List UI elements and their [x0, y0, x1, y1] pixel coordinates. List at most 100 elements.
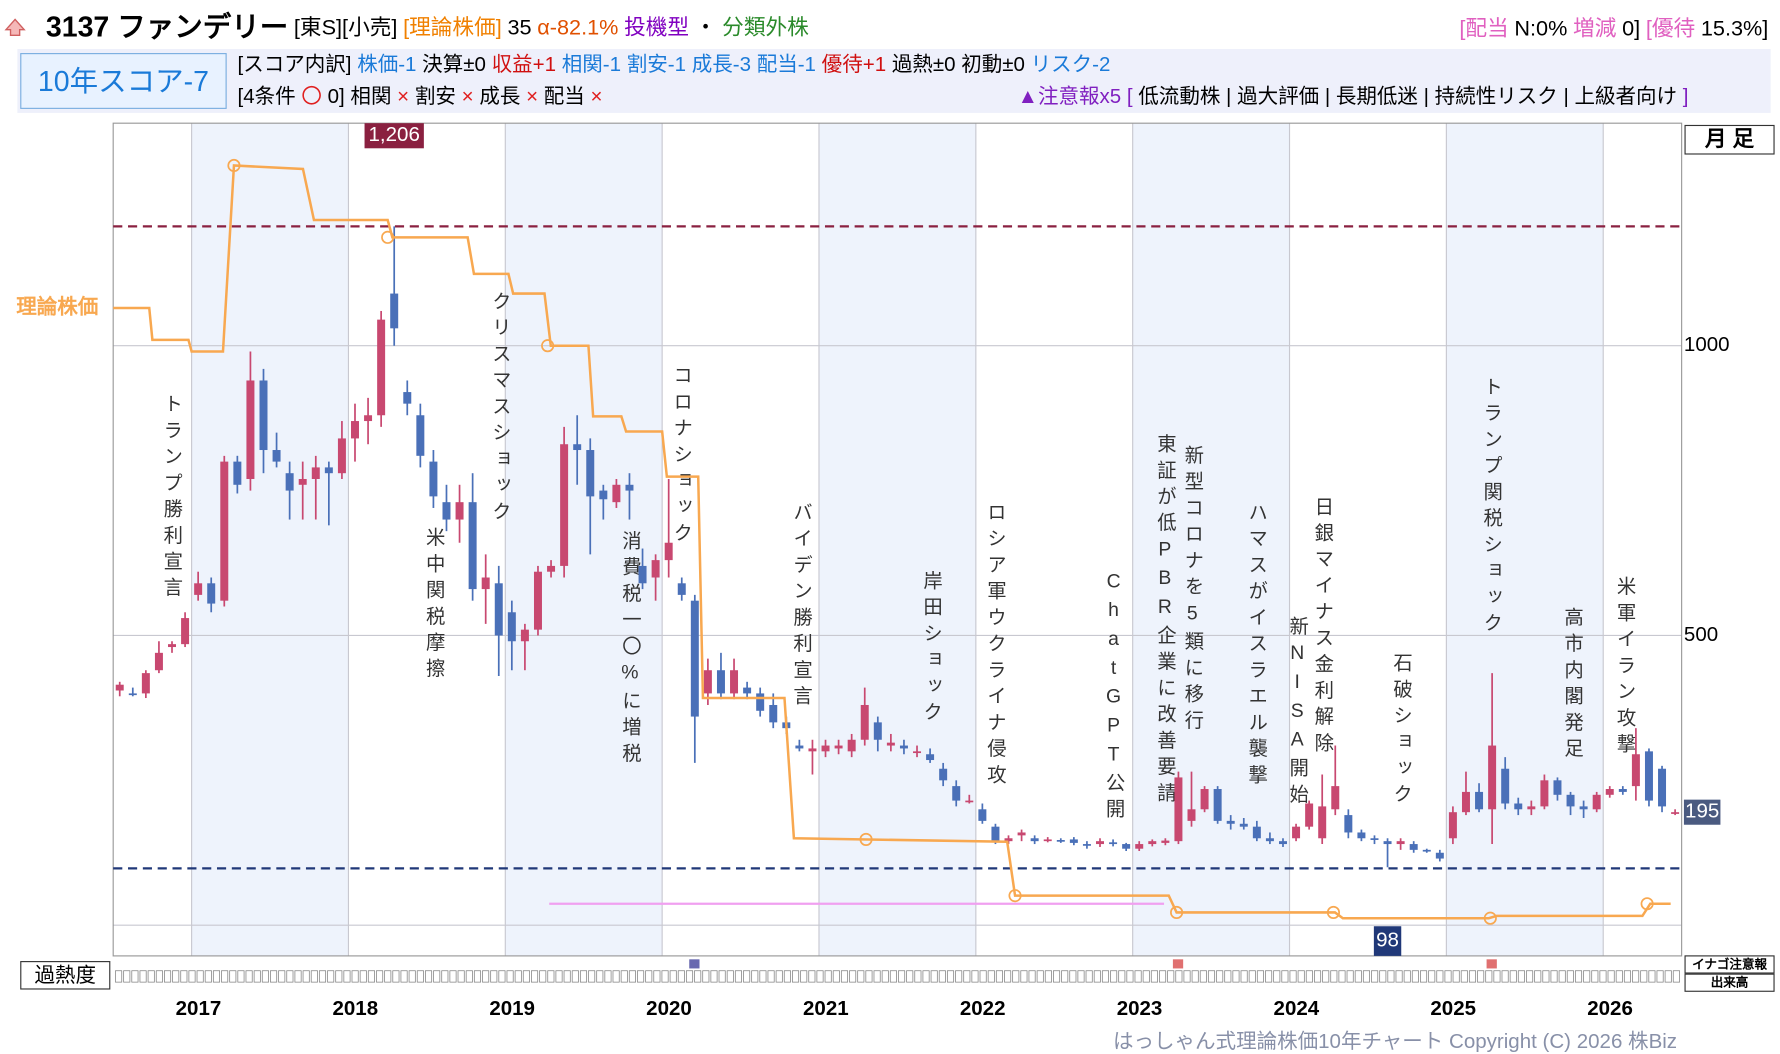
candle-body	[1200, 789, 1209, 810]
candle-body	[612, 484, 621, 503]
heat-cell	[1012, 970, 1020, 983]
heat-cell	[865, 970, 873, 983]
heat-cell	[245, 970, 253, 983]
candle-body	[808, 748, 817, 752]
heat-cell	[1574, 970, 1583, 983]
volume-label: 出来高	[1711, 975, 1749, 990]
candle-body	[194, 583, 203, 595]
candle-body	[1344, 815, 1353, 833]
x-tick-label: 2026	[1587, 997, 1633, 1020]
heat-cell	[1224, 970, 1232, 983]
heat-cell	[808, 970, 816, 983]
candle-body	[1279, 841, 1287, 845]
heat-cell	[873, 970, 881, 983]
event-label: 米軍イラン攻撃	[1614, 576, 1637, 760]
footer: はっしゃん式理論株価10年チャート Copyright (C) 2026 株Bi…	[1113, 1030, 1677, 1053]
heat-cell	[832, 970, 840, 983]
header-item: 配当-1	[757, 54, 816, 77]
heat-cell	[555, 970, 563, 983]
candle-body	[1553, 780, 1562, 795]
heat-cell	[1493, 970, 1501, 983]
candle-body	[1383, 841, 1392, 845]
candle-body	[913, 751, 922, 754]
candle-body	[1435, 852, 1444, 859]
candle-body	[625, 484, 634, 491]
x-tick-label: 2017	[176, 997, 222, 1020]
heat-cell	[482, 970, 490, 983]
heat-cell	[857, 970, 865, 983]
candle-body	[1370, 838, 1379, 840]
header-item: 0]	[1622, 15, 1640, 40]
candle-body	[128, 693, 137, 696]
candle-body	[1475, 791, 1484, 810]
candle-body	[1174, 777, 1183, 842]
x-tick-label: 2020	[646, 997, 692, 1020]
header-row: [4条件〇 0] 相関 × 割安 × 成長 × 配当 ×	[238, 86, 603, 109]
theory-line	[113, 164, 1671, 920]
candle-body	[455, 502, 464, 520]
heat-cell	[612, 970, 620, 983]
candle-body	[573, 444, 582, 451]
heat-cell	[1460, 970, 1468, 983]
candle-body	[1448, 812, 1457, 839]
candle-body	[311, 467, 320, 479]
event-label: ChatGPT公開	[1103, 570, 1126, 824]
heat-cell	[1485, 970, 1493, 983]
heat-cell	[1542, 970, 1550, 983]
heat-cell	[898, 970, 906, 983]
candle-body	[220, 461, 229, 601]
candle-body	[1331, 786, 1340, 810]
heat-cell	[637, 970, 645, 983]
header-item: 過熱±0	[892, 54, 956, 77]
heat-cell	[131, 970, 139, 983]
heat-cell	[473, 970, 482, 983]
candle-body	[690, 600, 699, 717]
heat-cell	[1509, 970, 1517, 983]
header-item: 投機型	[624, 14, 689, 39]
candle-body	[1605, 789, 1614, 795]
candle-body	[324, 467, 333, 474]
heat-cell	[1672, 970, 1680, 983]
candle-body	[403, 392, 412, 404]
heat-cell	[759, 970, 767, 983]
header-row: [配当 N:0% 増減 0] [優待 15.3%]	[1459, 15, 1768, 40]
heat-cell	[1142, 970, 1150, 983]
candle-body	[1265, 838, 1274, 842]
header-item: 初動±0	[961, 54, 1025, 77]
heat-cell	[351, 970, 359, 983]
candle-body	[1030, 838, 1039, 842]
heat-cell	[1036, 970, 1044, 983]
candle-body	[1004, 838, 1013, 842]
heat-cell	[1199, 970, 1207, 983]
heat-cell	[1305, 970, 1313, 983]
heat-cell	[343, 970, 351, 983]
heat-cell	[1599, 970, 1607, 983]
candle-body	[769, 704, 778, 723]
event-label: 日銀マイナス金利解除	[1311, 496, 1334, 758]
heat-cell	[188, 970, 196, 983]
header-item: 低流動株 | 過大評価 | 長期低迷 | 持続性リスク | 上級者向け	[1138, 86, 1677, 109]
heat-cell	[1313, 970, 1322, 983]
heat-cell	[1338, 970, 1346, 983]
heat-cell	[1550, 970, 1558, 983]
year-band	[191, 123, 349, 956]
heat-cell	[1583, 970, 1591, 983]
period-box	[1684, 124, 1775, 155]
candle-body	[1592, 794, 1601, 810]
candle-body	[1135, 844, 1144, 849]
header-item: ×	[526, 86, 538, 109]
heat-cell	[816, 970, 824, 983]
heat-cell	[408, 970, 416, 983]
heat-cell	[604, 970, 612, 983]
heat-cell	[1232, 970, 1240, 983]
heat-cell	[310, 970, 318, 983]
high-label-bg	[364, 123, 424, 149]
candle-body	[834, 745, 843, 749]
candle-body	[507, 612, 516, 642]
heat-cell	[979, 970, 987, 983]
candle-body	[860, 704, 869, 740]
low-label: 98	[1376, 928, 1399, 951]
heat-cell	[384, 970, 392, 983]
high-label: 1,206	[369, 123, 420, 146]
heat-cell	[1354, 970, 1362, 983]
